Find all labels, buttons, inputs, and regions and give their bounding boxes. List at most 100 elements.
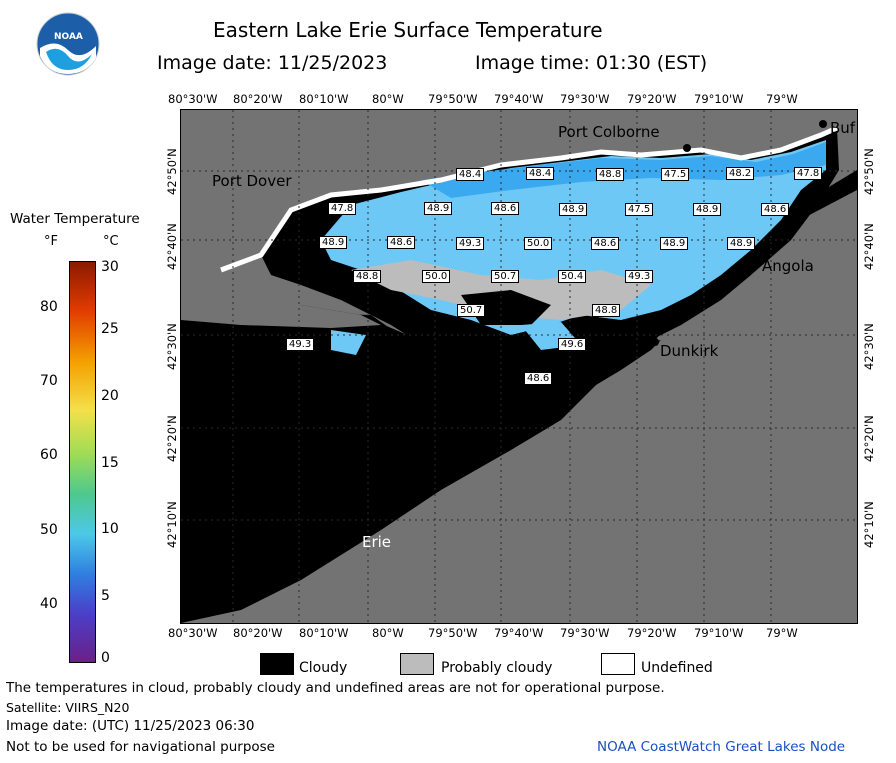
city-port-colborne: Port Colborne: [558, 123, 660, 141]
buffalo-marker: [819, 120, 827, 128]
temperature-label: 48.6: [761, 203, 790, 216]
temperature-label: 50.7: [457, 304, 486, 317]
erie-marker: [353, 530, 361, 538]
lon-tick-top: 80°20'W: [233, 92, 283, 106]
temperature-label: 49.3: [625, 270, 654, 283]
temperature-label: 48.9: [693, 203, 722, 216]
footer-utc-date: Image date: (UTC) 11/25/2023 06:30: [6, 718, 255, 734]
lon-tick-bottom: 80°20'W: [233, 626, 283, 640]
lon-tick-top: 79°W: [766, 92, 798, 106]
temperature-label: 49.3: [456, 237, 485, 250]
temperature-label: 47.5: [661, 168, 690, 181]
temperature-label: 47.8: [328, 202, 357, 215]
temperature-label: 48.4: [526, 167, 555, 180]
legend-cloudy-label: Cloudy: [299, 660, 348, 676]
colorbar-c-tick: 10: [101, 521, 119, 537]
temperature-label: 47.8: [794, 167, 823, 180]
colorbar-c-tick: 30: [101, 259, 119, 275]
lat-tick-left: 42°10'N: [165, 501, 179, 548]
temperature-label: 48.6: [591, 237, 620, 250]
lat-tick-right: 42°50'N: [862, 148, 876, 195]
long-point-peninsula: [181, 305, 381, 328]
temperature-label: 48.6: [491, 202, 520, 215]
temperature-label: 47.5: [625, 203, 654, 216]
lat-tick-right: 42°40'N: [862, 223, 876, 270]
lon-tick-bottom: 79°40'W: [494, 626, 544, 640]
colorbar-f-tick: 80: [40, 299, 58, 315]
temperature-label: 48.8: [592, 304, 621, 317]
lon-tick-bottom: 80°30'W: [168, 626, 218, 640]
lon-tick-top: 79°30'W: [560, 92, 610, 106]
lon-tick-bottom: 79°20'W: [627, 626, 677, 640]
colorbar-c-tick: 25: [101, 321, 119, 337]
temperature-label: 48.9: [559, 203, 588, 216]
lon-tick-top: 79°10'W: [694, 92, 744, 106]
temperature-label: 48.9: [319, 236, 348, 249]
temperature-label: 50.0: [524, 237, 553, 250]
colorbar-c-tick: 20: [101, 388, 119, 404]
temperature-label: 49.3: [286, 338, 315, 351]
lon-tick-top: 79°40'W: [494, 92, 544, 106]
temperature-label: 49.6: [558, 338, 587, 351]
colorbar-unit-f: °F: [44, 234, 58, 249]
lon-tick-top: 79°20'W: [627, 92, 677, 106]
footer-satellite: Satellite: VIIRS_N20: [6, 700, 130, 715]
image-date: Image date: 11/25/2023: [157, 52, 388, 74]
temperature-label: 48.9: [660, 237, 689, 250]
colorbar-c-tick: 15: [101, 455, 119, 471]
dunkirk-marker: [651, 338, 659, 346]
legend-undefined-swatch: [601, 653, 635, 675]
temperature-label: 48.9: [424, 202, 453, 215]
colorbar-c-tick: 0: [101, 650, 110, 666]
legend-probably-cloudy-swatch: [400, 653, 434, 675]
legend-undefined-label: Undefined: [641, 660, 713, 676]
lat-tick-left: 42°30'N: [165, 323, 179, 370]
lon-tick-top: 79°50'W: [428, 92, 478, 106]
water-patch-west: [331, 330, 366, 355]
colorbar: [69, 261, 96, 663]
lon-tick-bottom: 79°30'W: [560, 626, 610, 640]
city-dunkirk: Dunkirk: [660, 342, 719, 360]
temperature-label: 50.0: [422, 270, 451, 283]
map-title: Eastern Lake Erie Surface Temperature: [213, 18, 603, 42]
colorbar-f-tick: 70: [40, 373, 58, 389]
lat-tick-left: 42°50'N: [165, 148, 179, 195]
lat-tick-right: 42°30'N: [862, 323, 876, 370]
temperature-label: 48.8: [353, 270, 382, 283]
legend-probably-cloudy-label: Probably cloudy: [441, 660, 553, 676]
colorbar-f-tick: 50: [40, 522, 58, 538]
footer-credit: NOAA CoastWatch Great Lakes Node: [597, 739, 846, 755]
lon-tick-bottom: 80°W: [372, 626, 404, 640]
lon-tick-bottom: 79°W: [766, 626, 798, 640]
lon-tick-bottom: 79°10'W: [694, 626, 744, 640]
temperature-label: 48.8: [596, 168, 625, 181]
city-erie: Erie: [362, 533, 392, 551]
city-angola: Angola: [762, 257, 814, 275]
colorbar-title: Water Temperature: [10, 211, 140, 227]
lon-tick-bottom: 79°50'W: [428, 626, 478, 640]
noaa-logo: NOAA: [36, 12, 100, 76]
city-port-dover: Port Dover: [212, 172, 292, 190]
lon-tick-top: 80°10'W: [299, 92, 349, 106]
temperature-label: 50.7: [491, 270, 520, 283]
city-buffalo: Buf: [830, 119, 856, 137]
lat-tick-right: 42°10'N: [862, 501, 876, 548]
graticule: [181, 110, 857, 623]
colorbar-unit-c: °C: [103, 234, 119, 249]
temperature-label: 48.9: [727, 237, 756, 250]
temperature-label: 50.4: [558, 270, 587, 283]
lat-tick-left: 42°20'N: [165, 415, 179, 462]
lat-tick-right: 42°20'N: [862, 415, 876, 462]
temperature-label: 48.6: [524, 372, 553, 385]
temperature-label: 48.2: [726, 167, 755, 180]
legend-cloudy-swatch: [260, 653, 294, 675]
colorbar-f-tick: 40: [40, 596, 58, 612]
footer-disclaimer: The temperatures in cloud, probably clou…: [6, 680, 665, 696]
image-time: Image time: 01:30 (EST): [475, 52, 708, 74]
logo-text: NOAA: [54, 32, 83, 42]
lon-tick-bottom: 80°10'W: [299, 626, 349, 640]
lat-tick-left: 42°40'N: [165, 223, 179, 270]
lon-tick-top: 80°30'W: [168, 92, 218, 106]
footer-nav: Not to be used for navigational purpose: [6, 739, 275, 755]
temperature-label: 48.4: [456, 168, 485, 181]
